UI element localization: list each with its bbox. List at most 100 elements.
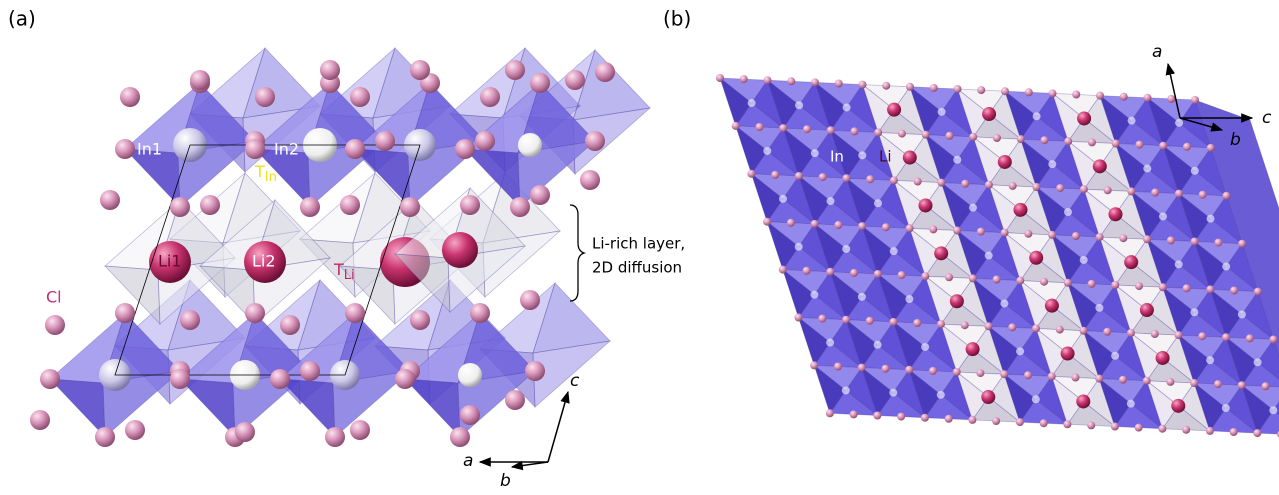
axis-label: b (1230, 130, 1241, 150)
cl-atom (1230, 287, 1238, 295)
cl-atom (976, 369, 984, 377)
cl-atom (842, 316, 850, 324)
cl-atom (1056, 326, 1064, 334)
cl-atom (834, 363, 842, 371)
octahedron-face (280, 379, 335, 437)
cl-atom (400, 197, 420, 217)
cl-atom (115, 303, 135, 323)
li-atom (442, 232, 478, 268)
cl-atom (803, 267, 811, 275)
in-atom (748, 99, 756, 107)
atom-label: In1 (137, 140, 162, 159)
in-atom (1238, 310, 1246, 318)
cl-atom (787, 219, 795, 227)
cl-atom (1166, 378, 1174, 386)
cl-atom (985, 181, 993, 189)
in-atom (890, 247, 898, 255)
cl-atom (842, 174, 850, 182)
cl-atom (1167, 236, 1175, 244)
cl-atom (881, 365, 889, 373)
cl-atom (580, 170, 600, 190)
li-atom (1014, 203, 1028, 217)
cl-atom (1040, 136, 1048, 144)
cl-atom (732, 122, 740, 130)
cl-atom (827, 126, 835, 134)
cl-atom (1222, 333, 1230, 341)
annotation: Li-rich layer, (592, 235, 685, 253)
cl-atom (866, 317, 874, 325)
cl-atom (1096, 233, 1104, 241)
cl-atom (505, 390, 525, 410)
in-atom (938, 108, 946, 116)
cl-atom (1001, 87, 1009, 95)
cl-atom (1246, 334, 1254, 342)
cl-atom (120, 87, 140, 107)
cl-atom (1064, 279, 1072, 287)
octahedron-face (180, 379, 235, 437)
li-atom (1029, 251, 1043, 265)
cl-atom (913, 319, 921, 327)
li-atom (1045, 299, 1059, 313)
cl-atom (850, 269, 858, 277)
li-atom (1124, 255, 1138, 269)
cl-atom (1087, 421, 1095, 429)
cl-atom (1198, 332, 1206, 340)
in-atom (1016, 347, 1024, 355)
in-atom (858, 151, 866, 159)
cl-atom (1206, 285, 1214, 293)
cl-atom (890, 176, 898, 184)
cl-atom (969, 133, 977, 141)
cl-atom (410, 310, 430, 330)
cl-atom (1056, 184, 1064, 192)
cl-atom (235, 422, 255, 442)
axis-label: b (500, 471, 511, 491)
axis-label: a (463, 451, 473, 471)
cl-atom (898, 271, 906, 279)
in-atom (827, 197, 835, 205)
in-atom (921, 343, 929, 351)
cl-atom (320, 60, 340, 80)
cl-atom (595, 62, 615, 82)
cl-atom (180, 310, 200, 330)
site-main: T (254, 162, 265, 181)
li-atom (1093, 159, 1107, 173)
cl-atom (1222, 192, 1230, 200)
cl-atom (977, 86, 985, 94)
cl-atom (1024, 371, 1032, 379)
cl-atom (1032, 183, 1040, 191)
in-atom (1143, 165, 1151, 173)
cl-atom (1183, 284, 1191, 292)
cl-atom (505, 60, 525, 80)
li-atom (998, 155, 1012, 169)
cl-atom (480, 87, 500, 107)
cl-atom (350, 420, 370, 440)
cl-atom (325, 427, 345, 447)
in-atom (1206, 356, 1214, 364)
atom-label: In (830, 148, 844, 166)
li-atom (919, 198, 933, 212)
in-atom (842, 245, 850, 253)
cl-atom (475, 131, 495, 151)
cl-atom (874, 270, 882, 278)
cl-atom (1238, 240, 1246, 248)
cl-atom (125, 420, 145, 440)
cl-atom (1207, 144, 1215, 152)
cl-atom (811, 220, 819, 228)
in-atom (1000, 299, 1008, 307)
cl-atom (170, 369, 190, 389)
cl-atom (1095, 375, 1103, 383)
cl-atom (906, 224, 914, 232)
in-atom (1048, 160, 1056, 168)
in-atom (810, 291, 818, 299)
cl-atom (1063, 420, 1071, 428)
cl-atom (460, 405, 480, 425)
li-atom (1109, 207, 1123, 221)
in-atom (1191, 167, 1199, 175)
cl-atom (1159, 283, 1167, 291)
cl-atom (873, 412, 881, 420)
cl-atom (1238, 381, 1246, 389)
in-atom (1269, 406, 1277, 414)
cl-atom (1112, 140, 1120, 148)
cl-atom (803, 125, 811, 133)
atom-label: Li1 (158, 252, 182, 271)
